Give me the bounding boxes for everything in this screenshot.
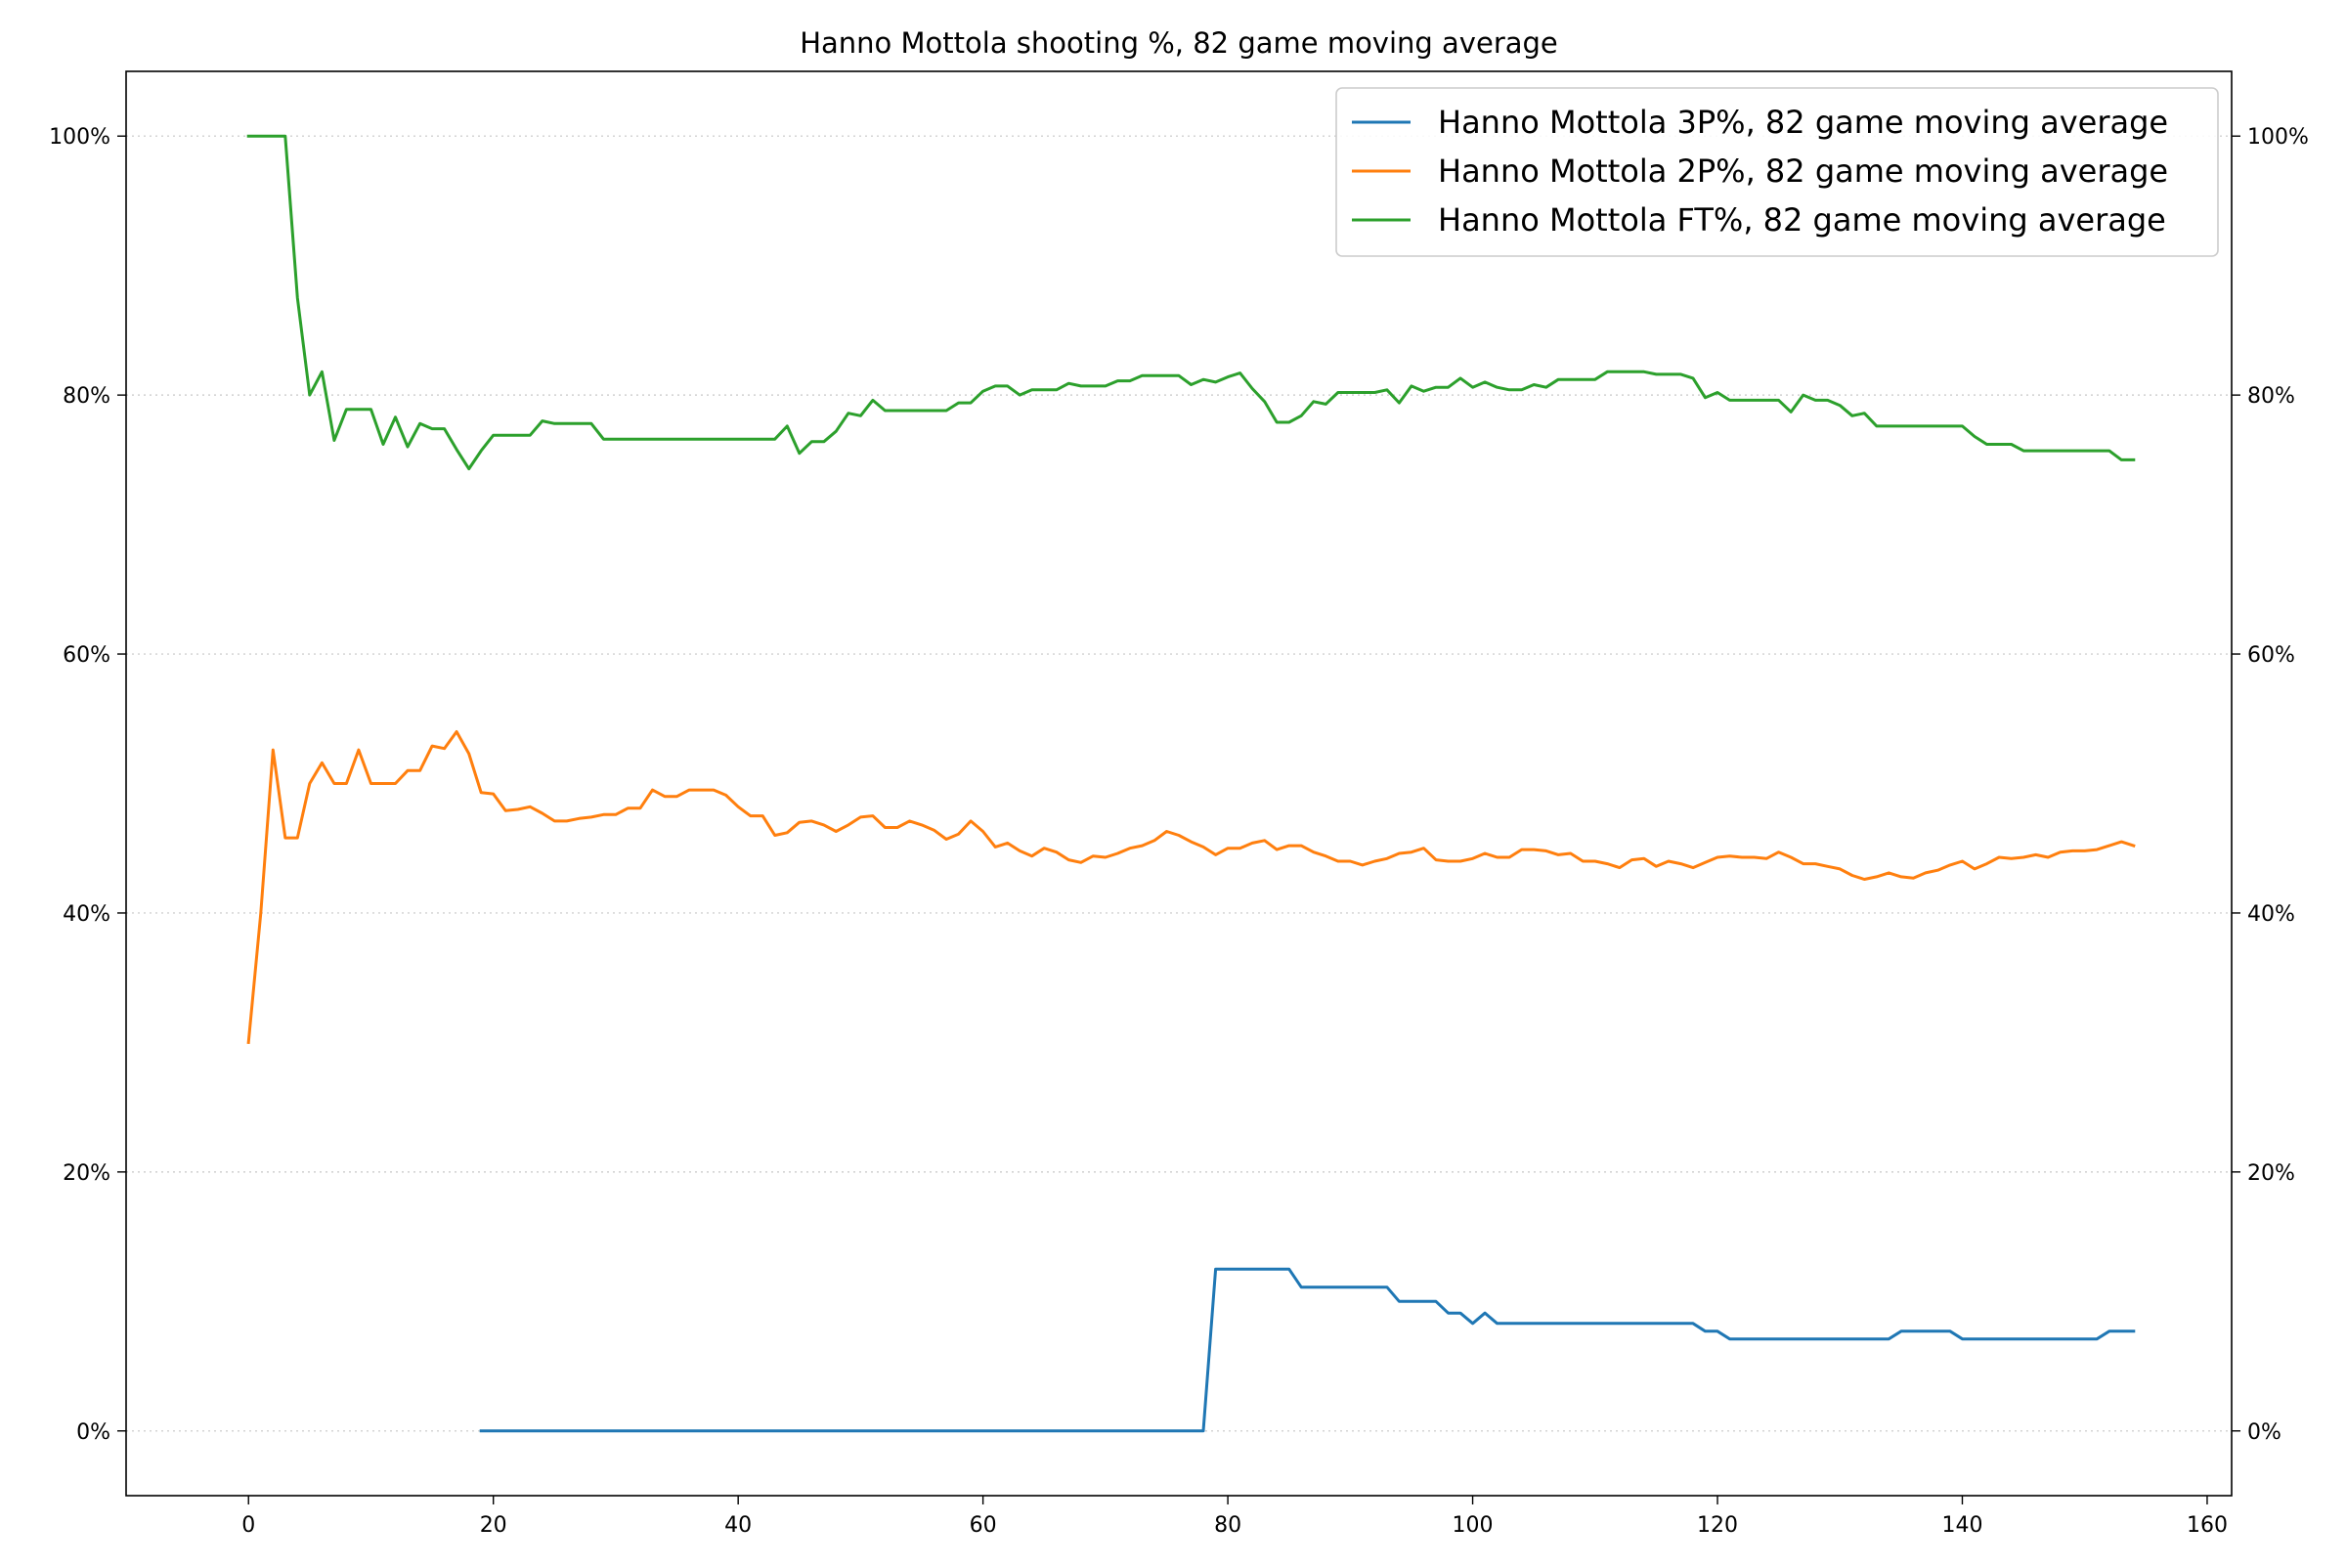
series-line-1 bbox=[246, 730, 2136, 1045]
x-tick-label: 100 bbox=[1453, 1513, 1494, 1538]
x-tick-label: 40 bbox=[724, 1513, 752, 1538]
axis-layer: 0% 0% 20% 20% 40% 40% 60% 60% 80% 80% 100% 100% 0 20 4… bbox=[49, 125, 2309, 1538]
chart-title: Hanno Mottola shooting %, 82 game moving… bbox=[800, 26, 1558, 60]
y-tick-label-left: 100% bbox=[49, 125, 110, 150]
y-tick-label-right: 100% bbox=[2247, 125, 2309, 150]
y-tick-label-left: 40% bbox=[63, 902, 110, 927]
x-tick-label: 0 bbox=[241, 1513, 255, 1538]
x-tick-label: 80 bbox=[1214, 1513, 1241, 1538]
legend-box bbox=[1335, 87, 2219, 257]
y-tick-label-left: 80% bbox=[63, 384, 110, 409]
y-tick-label-left: 20% bbox=[63, 1161, 110, 1186]
legend-label: Hanno Mottola FT%, 82 game moving averag… bbox=[1438, 201, 2166, 239]
legend: Hanno Mottola 3P%, 82 game moving averag… bbox=[1335, 87, 2219, 257]
y-tick-label-left: 0% bbox=[76, 1420, 110, 1445]
x-tick-label: 160 bbox=[2187, 1513, 2228, 1538]
legend-label: Hanno Mottola 2P%, 82 game moving averag… bbox=[1438, 152, 2168, 190]
series-layer bbox=[246, 134, 2136, 1433]
y-tick-label-right: 60% bbox=[2247, 643, 2295, 668]
x-tick-label: 20 bbox=[480, 1513, 507, 1538]
x-tick-label: 60 bbox=[970, 1513, 997, 1538]
y-tick-label-right: 40% bbox=[2247, 902, 2295, 927]
plot-area-frame bbox=[125, 70, 2233, 1497]
y-tick-label-left: 60% bbox=[63, 643, 110, 668]
series-line-2 bbox=[246, 134, 2136, 471]
series-line-0 bbox=[479, 1267, 2136, 1433]
y-tick-label-right: 80% bbox=[2247, 384, 2295, 409]
y-tick-label-right: 20% bbox=[2247, 1161, 2295, 1186]
legend-label: Hanno Mottola 3P%, 82 game moving averag… bbox=[1438, 104, 2168, 141]
y-tick-label-right: 0% bbox=[2247, 1420, 2281, 1445]
x-tick-label: 120 bbox=[1697, 1513, 1738, 1538]
x-tick-label: 140 bbox=[1941, 1513, 1982, 1538]
